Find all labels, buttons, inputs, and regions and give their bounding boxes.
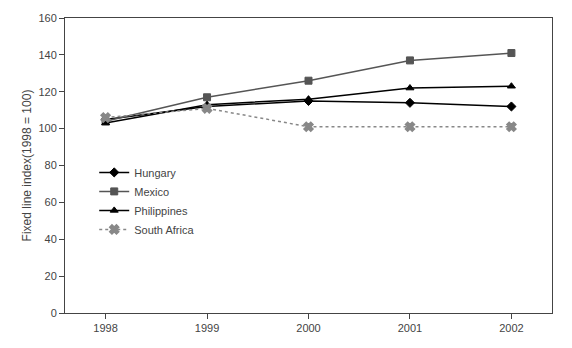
svg-text:2001: 2001 [398,322,422,334]
svg-text:160: 160 [38,12,56,24]
svg-text:Mexico: Mexico [134,186,169,198]
svg-text:0: 0 [51,307,57,319]
svg-text:2002: 2002 [499,322,523,334]
svg-text:100: 100 [38,122,56,134]
svg-text:Philippines: Philippines [134,205,188,217]
svg-text:South Africa: South Africa [134,224,194,236]
svg-text:80: 80 [45,159,57,171]
svg-text:Fixed line index(1998 = 100): Fixed line index(1998 = 100) [20,90,34,242]
svg-text:20: 20 [45,270,57,282]
svg-text:2000: 2000 [296,322,320,334]
svg-text:Hungary: Hungary [134,167,176,179]
svg-text:60: 60 [45,196,57,208]
svg-text:120: 120 [38,86,56,98]
svg-text:1999: 1999 [195,322,219,334]
svg-text:1998: 1998 [93,322,117,334]
svg-text:140: 140 [38,49,56,61]
svg-text:40: 40 [45,233,57,245]
